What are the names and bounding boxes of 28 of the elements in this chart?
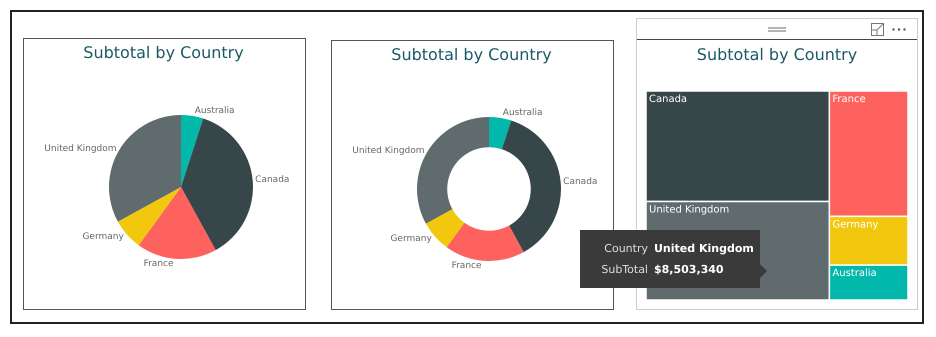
text: United Kingdom (649, 204, 730, 216)
text: $8,503,340 (654, 263, 724, 276)
slice-label: France (452, 260, 482, 271)
slice-label: Germany (82, 232, 124, 242)
category-label: Canada (649, 94, 688, 105)
slice-label: United Kingdom (352, 146, 425, 156)
slice-label: Canada (563, 177, 598, 188)
donut-slice (446, 222, 524, 261)
text: SubTotal (601, 263, 648, 276)
donut-slice (489, 117, 512, 150)
slice-label: Germany (390, 234, 432, 244)
category-label: Australia (832, 268, 877, 280)
slice-label: Australia (502, 108, 543, 118)
pie-slice (138, 187, 216, 259)
category-label: United Kingdom (654, 242, 754, 255)
category-label: Germany (832, 219, 878, 230)
chart-title: Subtotal by Country (391, 45, 552, 64)
slice-label: France (144, 258, 174, 269)
text: Subtotal by Country (696, 45, 858, 64)
slice-label: United Kingdom (44, 144, 117, 154)
slice-label: Canada (255, 175, 290, 186)
slice-label: Australia (194, 106, 235, 116)
pie-slice (181, 118, 253, 250)
donut-slice (502, 120, 561, 252)
pie-slice (181, 115, 204, 187)
chart-title: Subtotal by Country (83, 43, 244, 62)
text: Country (604, 242, 648, 255)
category-label: France (832, 94, 866, 105)
